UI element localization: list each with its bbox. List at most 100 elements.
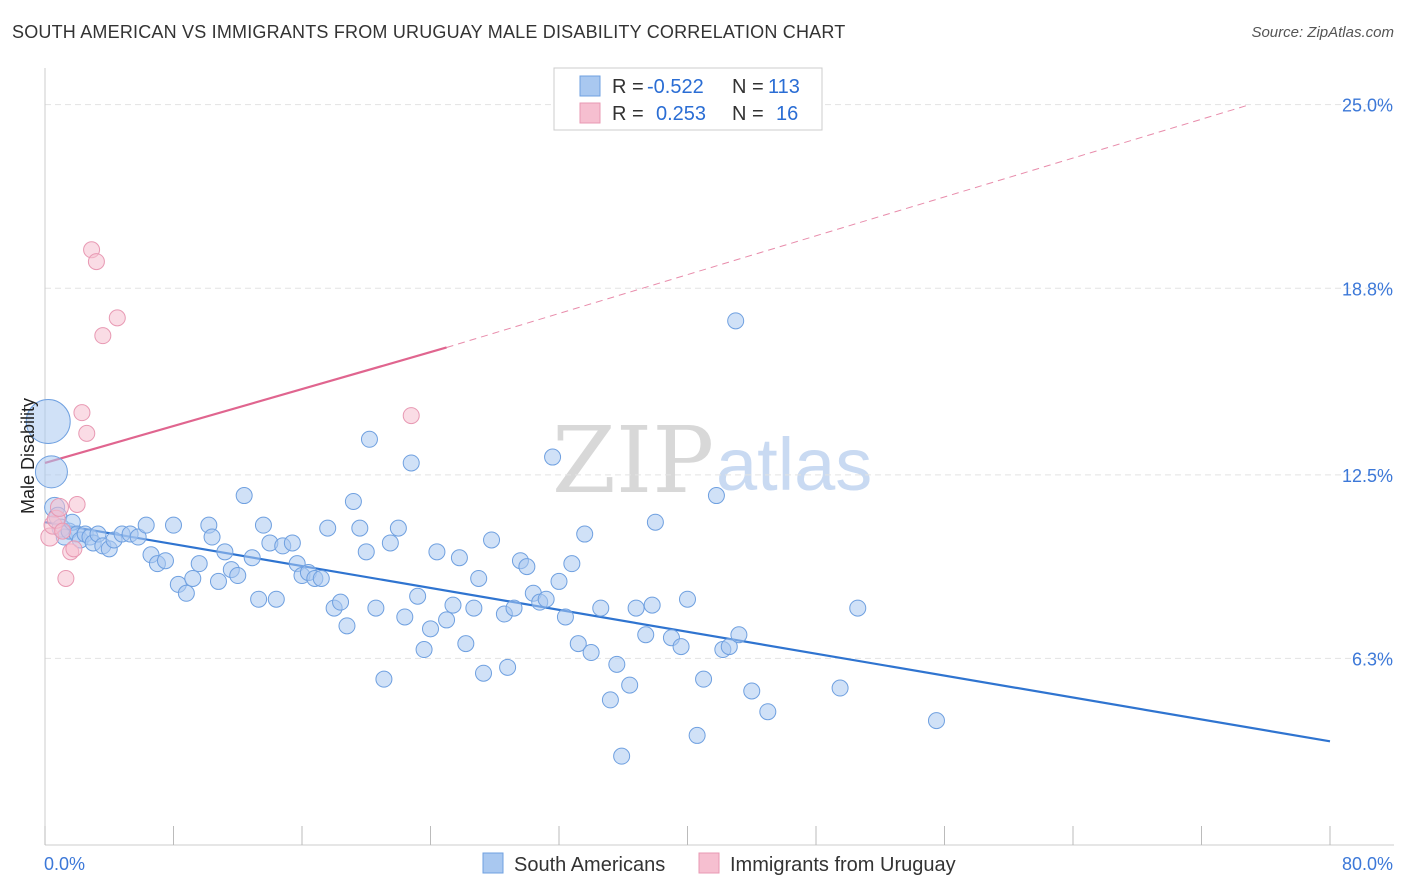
x-tick-label-max: 80.0% bbox=[1342, 854, 1393, 874]
legend-r-label-2: R = bbox=[612, 103, 644, 125]
legend-n-label-1: N = bbox=[732, 76, 764, 98]
point-south-americans bbox=[637, 626, 655, 644]
point-uruguay bbox=[94, 327, 112, 345]
bottom-legend-label-uruguay: Immigrants from Uruguay bbox=[730, 854, 956, 876]
point-south-americans bbox=[375, 670, 393, 688]
point-south-americans bbox=[608, 655, 626, 673]
point-south-americans bbox=[613, 747, 631, 765]
point-south-americans bbox=[34, 455, 68, 489]
point-south-americans bbox=[582, 644, 600, 662]
point-south-americans bbox=[332, 593, 350, 611]
watermark-zip: ZIP bbox=[552, 407, 714, 514]
point-south-americans bbox=[415, 641, 433, 659]
point-south-americans bbox=[283, 534, 301, 552]
point-uruguay bbox=[65, 540, 83, 558]
y-axis-label: Male Disability bbox=[18, 398, 38, 514]
point-south-americans bbox=[319, 519, 337, 537]
legend-r-value-2: 0.253 bbox=[656, 103, 706, 125]
point-uruguay bbox=[108, 309, 126, 327]
top-legend: R = -0.522 N = 113 R = 0.253 N = 16 bbox=[553, 67, 823, 131]
point-south-americans bbox=[849, 599, 867, 617]
point-south-americans bbox=[338, 617, 356, 635]
point-south-americans bbox=[235, 487, 253, 505]
point-south-americans bbox=[499, 658, 517, 676]
chart-title: SOUTH AMERICAN VS IMMIGRANTS FROM URUGUA… bbox=[12, 22, 846, 42]
point-south-americans bbox=[688, 726, 706, 744]
grid-lines bbox=[45, 104, 1394, 659]
point-south-americans bbox=[695, 670, 713, 688]
point-south-americans bbox=[360, 430, 378, 448]
point-south-americans bbox=[831, 679, 849, 697]
point-south-americans bbox=[730, 626, 748, 644]
point-south-americans bbox=[129, 528, 147, 546]
point-south-americans bbox=[646, 513, 664, 531]
point-south-americans bbox=[550, 572, 568, 590]
point-south-americans bbox=[727, 312, 745, 330]
bottom-legend-swatch-south-americans bbox=[482, 852, 504, 874]
point-south-americans bbox=[483, 531, 501, 549]
bottom-legend-label-south-americans: South Americans bbox=[514, 854, 665, 876]
legend-swatch-uruguay bbox=[579, 102, 601, 124]
point-south-americans bbox=[544, 448, 562, 466]
point-south-americans bbox=[312, 569, 330, 587]
point-south-americans bbox=[438, 611, 456, 629]
point-south-americans bbox=[409, 587, 427, 605]
point-south-americans bbox=[679, 590, 696, 608]
point-south-americans bbox=[457, 635, 475, 653]
data-points bbox=[25, 241, 945, 765]
point-south-americans bbox=[250, 590, 268, 608]
point-south-americans bbox=[396, 608, 414, 626]
point-south-americans bbox=[450, 549, 468, 567]
source-label: Source: ZipAtlas.com bbox=[1251, 24, 1394, 41]
point-south-americans bbox=[381, 534, 399, 552]
point-south-americans bbox=[576, 525, 594, 543]
axes bbox=[44, 68, 1394, 846]
point-south-americans bbox=[556, 608, 574, 626]
x-tick-labels: 0.0% 80.0% bbox=[44, 854, 1393, 874]
trend-line-uruguay-extension bbox=[446, 104, 1250, 348]
point-south-americans bbox=[25, 399, 71, 445]
point-south-americans bbox=[165, 516, 182, 534]
point-south-americans bbox=[389, 519, 407, 537]
point-south-americans bbox=[267, 590, 285, 608]
point-uruguay bbox=[78, 424, 96, 442]
point-south-americans bbox=[344, 492, 362, 510]
y-tick-label: 12.5% bbox=[1342, 466, 1393, 486]
point-south-americans bbox=[422, 620, 439, 638]
point-south-americans bbox=[216, 543, 234, 561]
point-south-americans bbox=[505, 599, 523, 617]
point-south-americans bbox=[563, 555, 581, 573]
bottom-legend-swatch-uruguay bbox=[698, 852, 720, 874]
point-south-americans bbox=[184, 569, 202, 587]
point-south-americans bbox=[428, 543, 446, 561]
point-south-americans bbox=[537, 590, 555, 608]
point-south-americans bbox=[672, 638, 690, 656]
y-tick-labels: 6.3% 12.5% 18.8% 25.0% bbox=[1342, 96, 1393, 670]
point-uruguay bbox=[49, 497, 69, 517]
point-uruguay bbox=[402, 407, 420, 425]
point-south-americans bbox=[465, 599, 483, 617]
point-uruguay bbox=[87, 253, 105, 271]
y-tick-label: 6.3% bbox=[1352, 649, 1393, 669]
point-south-americans bbox=[137, 516, 155, 534]
trend-line-uruguay bbox=[44, 346, 447, 465]
point-south-americans bbox=[627, 599, 645, 617]
trend-line-south-americans bbox=[44, 521, 1331, 743]
point-south-americans bbox=[475, 664, 493, 682]
legend-n-value-2: 16 bbox=[776, 103, 798, 125]
point-south-americans bbox=[402, 454, 420, 472]
point-south-americans bbox=[367, 599, 385, 617]
legend-swatch-south-americans bbox=[579, 75, 601, 97]
point-uruguay bbox=[54, 522, 72, 540]
point-south-americans bbox=[743, 682, 761, 700]
point-uruguay bbox=[68, 495, 86, 513]
point-south-americans bbox=[209, 572, 227, 590]
point-south-americans bbox=[927, 712, 945, 730]
point-south-americans bbox=[592, 599, 610, 617]
point-south-americans bbox=[203, 528, 221, 546]
point-uruguay bbox=[57, 569, 75, 587]
point-south-americans bbox=[759, 703, 777, 721]
point-south-americans bbox=[470, 569, 488, 587]
legend-r-label-1: R = bbox=[612, 76, 644, 98]
